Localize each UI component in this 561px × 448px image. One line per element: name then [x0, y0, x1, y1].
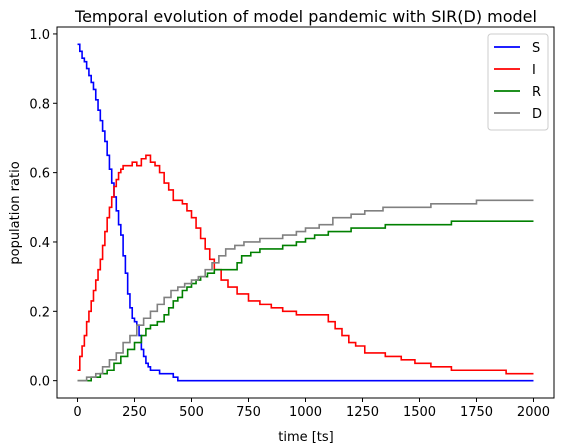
series-line-r	[77, 220, 534, 382]
y-axis: 0.0 0.2 0.4 0.6 0.8 1.0	[29, 28, 57, 390]
x-tick-label: 750	[236, 405, 261, 420]
y-tick-label: 0.2	[29, 305, 50, 320]
legend-label-s: S	[532, 41, 540, 56]
y-tick-label: 0.4	[29, 236, 50, 251]
y-tick-label: 1.0	[29, 28, 50, 43]
legend-label-i: I	[532, 63, 536, 78]
plot-area	[77, 43, 534, 382]
x-tick-label: 1500	[403, 405, 436, 420]
x-axis: 0 250 500 750 1000 1250 1500 1750 2000	[73, 398, 550, 420]
series-line-i	[77, 154, 534, 375]
series-line-s	[77, 43, 534, 382]
x-tick-label: 500	[179, 405, 204, 420]
chart-title: Temporal evolution of model pandemic wit…	[74, 7, 537, 26]
legend-label-r: R	[532, 85, 541, 100]
axes-frame	[56, 26, 555, 399]
x-tick-label: 0	[73, 405, 81, 420]
x-tick-label: 250	[122, 405, 147, 420]
x-tick-label: 1750	[460, 405, 493, 420]
legend-label-d: D	[532, 107, 542, 122]
y-tick-label: 0.6	[29, 167, 50, 182]
legend-box	[487, 33, 549, 131]
y-tick-label: 0.8	[29, 97, 50, 112]
x-tick-label: 1250	[346, 405, 379, 420]
x-axis-label: time [ts]	[278, 430, 334, 445]
series-line-d	[77, 199, 534, 382]
y-tick-label: 0.0	[29, 375, 50, 390]
x-tick-label: 2000	[517, 405, 550, 420]
y-axis-label: population ratio	[8, 161, 23, 264]
x-tick-label: 1000	[289, 405, 322, 420]
